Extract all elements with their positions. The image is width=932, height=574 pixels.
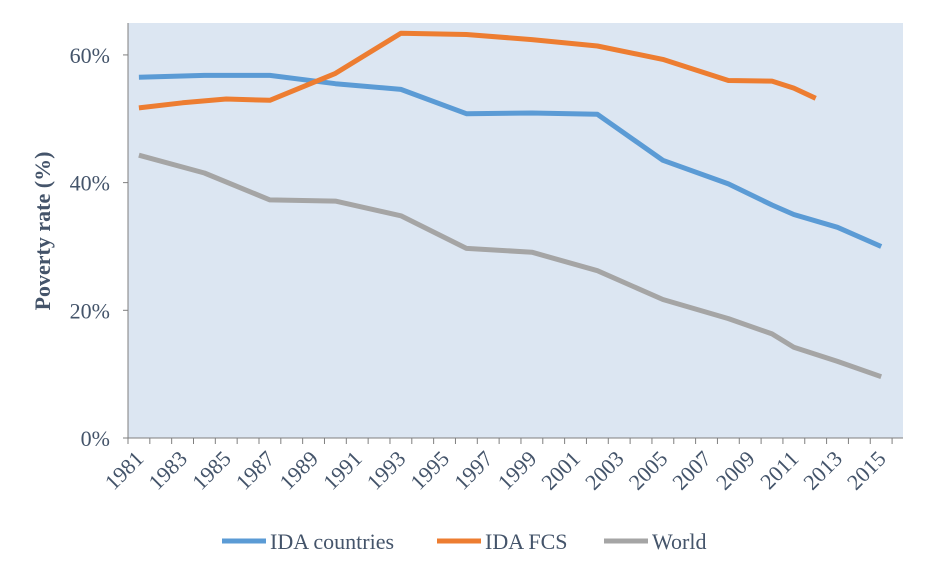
series-line-ida-fcs	[138, 30, 817, 111]
x-tick-label: 1995	[405, 446, 454, 495]
x-tick-label: 2011	[755, 446, 803, 494]
plot-area-background	[128, 23, 903, 438]
x-tick-label: 2015	[842, 446, 891, 495]
legend: IDA countries IDA FCS World	[222, 529, 706, 554]
series-lines	[138, 30, 883, 380]
y-axis-label: Poverty rate (%)	[30, 152, 55, 311]
y-tick-label: 40%	[70, 171, 110, 196]
series-line-world	[138, 152, 883, 380]
legend-label: IDA FCS	[485, 529, 568, 554]
x-axis: 1981198319851987198919911993199519971999…	[100, 438, 893, 495]
x-tick-label: 2007	[667, 446, 716, 495]
x-tick-label: 1981	[100, 446, 149, 495]
x-tick-label: 1983	[143, 446, 192, 495]
y-tick-label: 20%	[70, 298, 110, 323]
y-tick-label: 0%	[81, 426, 110, 451]
y-axis: 0% 20% 40% 60%	[70, 43, 128, 451]
x-tick-label: 1989	[274, 446, 323, 495]
x-tick-label: 1987	[231, 446, 280, 495]
x-tick-label: 2003	[580, 446, 629, 495]
series-line-ida-countries	[138, 72, 883, 249]
x-tick-label: 2009	[711, 446, 760, 495]
x-tick-label: 1991	[318, 446, 367, 495]
legend-label: IDA countries	[270, 529, 394, 554]
y-tick-label: 60%	[70, 43, 110, 68]
x-tick-label: 2001	[536, 446, 585, 495]
x-tick-label: 1997	[449, 446, 498, 495]
x-tick-label: 1985	[187, 446, 236, 495]
x-tick-label: 1999	[493, 446, 542, 495]
x-tick-label: 1993	[362, 446, 411, 495]
legend-label: World	[652, 529, 706, 554]
x-tick-label: 2005	[624, 446, 673, 495]
x-tick-label: 2013	[798, 446, 847, 495]
